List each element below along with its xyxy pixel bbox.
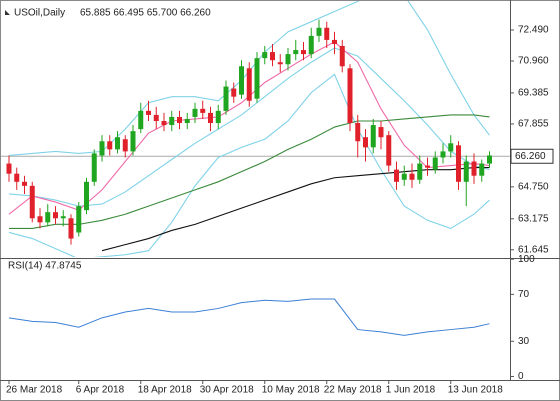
candle-body [347, 68, 353, 124]
candle-body [138, 110, 144, 130]
y-tick-label: 67.855 [518, 119, 549, 130]
candle-body [153, 114, 159, 121]
candle-body [262, 52, 268, 59]
rsi-tick-label: 100 [518, 254, 535, 265]
candle-body [6, 163, 12, 174]
candle-body [401, 173, 407, 180]
rsi-tick-label: 0 [518, 371, 524, 382]
candle-body [479, 163, 485, 176]
candle-body [316, 27, 322, 36]
candle-body [215, 110, 221, 124]
indicator-line [8, 73, 490, 257]
axes: 72.490 70.960 69.385 67.855 64.750 63.175 61.6… [6, 25, 554, 396]
candle-body [471, 161, 477, 176]
candle-body [99, 141, 105, 156]
candle-body [386, 135, 392, 166]
x-tick-label: 1 Jun 2018 [386, 385, 436, 396]
last-price-label: 66.260 [515, 151, 546, 162]
candle-body [200, 108, 206, 113]
candle-body [84, 181, 89, 211]
x-tick-label: 13 Jun 2018 [448, 385, 503, 396]
candle-body [53, 212, 58, 219]
candle-body [355, 123, 361, 142]
candle-body [115, 137, 120, 150]
candle-body [107, 141, 113, 150]
candle-body [60, 216, 66, 219]
candle-body [394, 169, 399, 182]
candle-body [208, 112, 213, 124]
candle-body [293, 50, 299, 55]
candle-body [184, 118, 190, 124]
candle-body [463, 161, 469, 182]
candle-body [239, 66, 244, 95]
candle-body [91, 153, 97, 182]
candle-body [169, 116, 175, 126]
candle-body [246, 68, 252, 101]
x-tick-label: 10 May 2018 [262, 385, 320, 396]
candle-body [223, 86, 229, 111]
rsi-panel [8, 298, 490, 336]
candle-body [130, 131, 136, 152]
candle-body [417, 163, 423, 180]
x-tick-label: 30 Apr 2018 [200, 385, 254, 396]
candle-body [76, 206, 82, 233]
candle-body [161, 120, 167, 126]
y-tick-label: 63.175 [518, 213, 549, 224]
candle-body [177, 116, 182, 124]
candle-body [29, 185, 35, 219]
candle-body [456, 145, 461, 182]
candle-body [409, 173, 415, 180]
candle-body [370, 125, 376, 148]
y-tick-label: 72.490 [518, 25, 549, 36]
indicator-line [8, 47, 490, 207]
y-tick-label: 70.960 [518, 56, 549, 67]
price-panel [1, 1, 510, 257]
x-tick-label: 6 Apr 2018 [76, 385, 125, 396]
candle-body [487, 155, 492, 164]
indicator-line [8, 41, 490, 215]
y-tick-label: 69.385 [518, 88, 549, 99]
x-tick-label: 18 Apr 2018 [138, 385, 192, 396]
rsi-line [8, 298, 490, 336]
candle-body [440, 151, 446, 158]
last-price-box [510, 148, 554, 164]
candle-body [45, 212, 51, 223]
x-tick-label: 26 Mar 2018 [6, 385, 63, 396]
candle-body [277, 62, 283, 65]
candle-body [324, 27, 330, 40]
rsi-tick-label: 30 [518, 336, 530, 347]
indicator-line [9, 114, 490, 229]
candle-body [122, 139, 128, 152]
symbol-icon [5, 10, 10, 15]
candle-body [425, 165, 430, 168]
candle-body [68, 218, 74, 239]
candle-body [270, 52, 275, 61]
candle-body [192, 108, 198, 117]
candle-body [432, 157, 438, 170]
rsi-label: RSI(14) 47.8745 [8, 261, 82, 272]
candle-body [378, 127, 384, 138]
candle-body [448, 143, 454, 152]
candle-body [231, 88, 237, 97]
ohlc-text: 65.885 66.495 65.700 66.260 [80, 8, 211, 19]
candle-body [146, 110, 151, 115]
candle-body [363, 137, 368, 148]
candle-body [301, 50, 306, 55]
candle-body [254, 58, 260, 99]
symbol-title: USOil,Daily [14, 8, 65, 19]
candle-body [332, 39, 337, 44]
candle-body [14, 173, 20, 182]
x-tick-label: 22 May 2018 [324, 385, 382, 396]
indicator-line [101, 167, 490, 252]
candle-body [285, 54, 291, 65]
y-tick-label: 61.645 [518, 244, 549, 255]
candle-body [339, 46, 345, 67]
candle-body [22, 181, 27, 186]
candle-body [37, 216, 43, 223]
indicator-line [8, 1, 490, 156]
y-tick-label: 64.750 [518, 182, 549, 193]
candle-body [308, 35, 314, 55]
rsi-tick-label: 70 [518, 289, 530, 300]
